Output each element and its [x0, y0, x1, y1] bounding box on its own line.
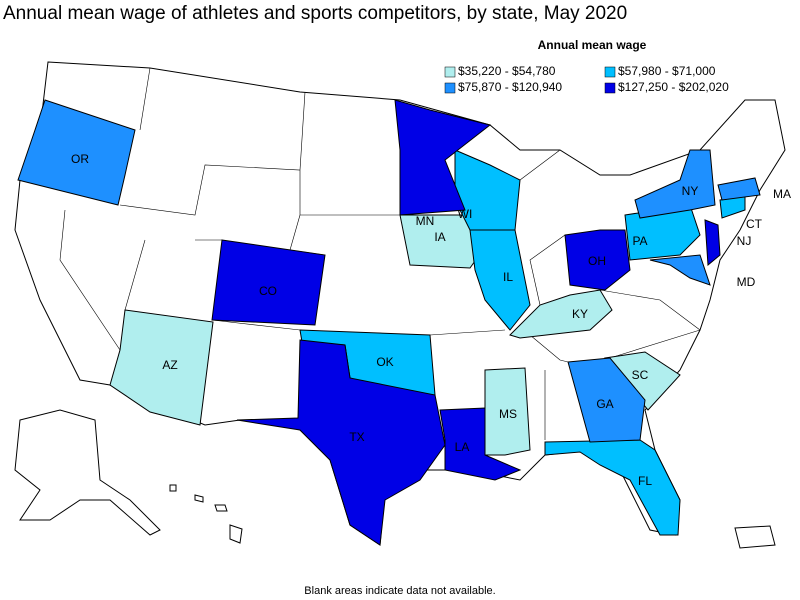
legend-swatch [604, 82, 616, 94]
state-label: PA [632, 234, 647, 248]
state-shape [634, 149, 716, 219]
state-label: FL [638, 474, 652, 488]
state-label: LA [455, 440, 470, 454]
map-title: Annual mean wage of athletes and sports … [3, 3, 627, 24]
state-shape [564, 229, 631, 291]
state-label: MS [499, 407, 517, 421]
legend-swatch [444, 82, 456, 94]
state-label: MA [773, 187, 791, 201]
state-label: NJ [737, 234, 752, 248]
state-label: SC [632, 368, 649, 382]
legend: $35,220 - $54,780 $57,980 - $71,000 $75,87… [444, 64, 729, 94]
state-label: OR [71, 152, 89, 166]
state-shape [704, 219, 721, 267]
state-shape [469, 229, 531, 331]
legend-title: Annual mean wage [538, 38, 647, 52]
state-label: MD [737, 275, 756, 289]
state-label: AZ [162, 358, 177, 372]
alaska [14, 409, 161, 536]
state-label: KY [572, 307, 588, 321]
state-label: GA [596, 397, 613, 411]
states: IA AZ KY MS SC WI IL PA OK FL CT OR NY G… [17, 99, 791, 546]
puerto-rico [734, 525, 776, 549]
state-shape [109, 309, 214, 426]
state-label: OH [588, 254, 606, 268]
legend-swatch [604, 66, 616, 78]
legend-label: $127,250 - $202,020 [618, 80, 729, 94]
state-shape [544, 439, 681, 536]
state-shape [394, 99, 492, 216]
state-shape [439, 407, 522, 481]
footnote: Blank areas indicate data not available. [304, 585, 495, 597]
hawaii [169, 484, 243, 544]
state-shape [509, 289, 613, 339]
legend-label: $57,980 - $71,000 [618, 64, 716, 78]
legend-label: $35,220 - $54,780 [458, 64, 556, 78]
legend-label: $75,870 - $120,940 [458, 80, 562, 94]
state-label: CO [259, 284, 277, 298]
state-shape [17, 99, 136, 206]
state-label: IA [434, 230, 445, 244]
state-shape [649, 254, 711, 286]
legend-swatch [444, 66, 456, 78]
state-shape [236, 339, 446, 546]
state-label: TX [349, 430, 364, 444]
state-label: CT [746, 217, 763, 231]
state-shape [717, 177, 761, 201]
state-label: OK [376, 355, 393, 369]
state-label: NY [682, 184, 699, 198]
state-shape [567, 357, 646, 443]
state-shape [211, 239, 326, 326]
state-label: MN [416, 214, 435, 228]
state-borders [59, 67, 701, 440]
state-label: IL [503, 270, 513, 284]
